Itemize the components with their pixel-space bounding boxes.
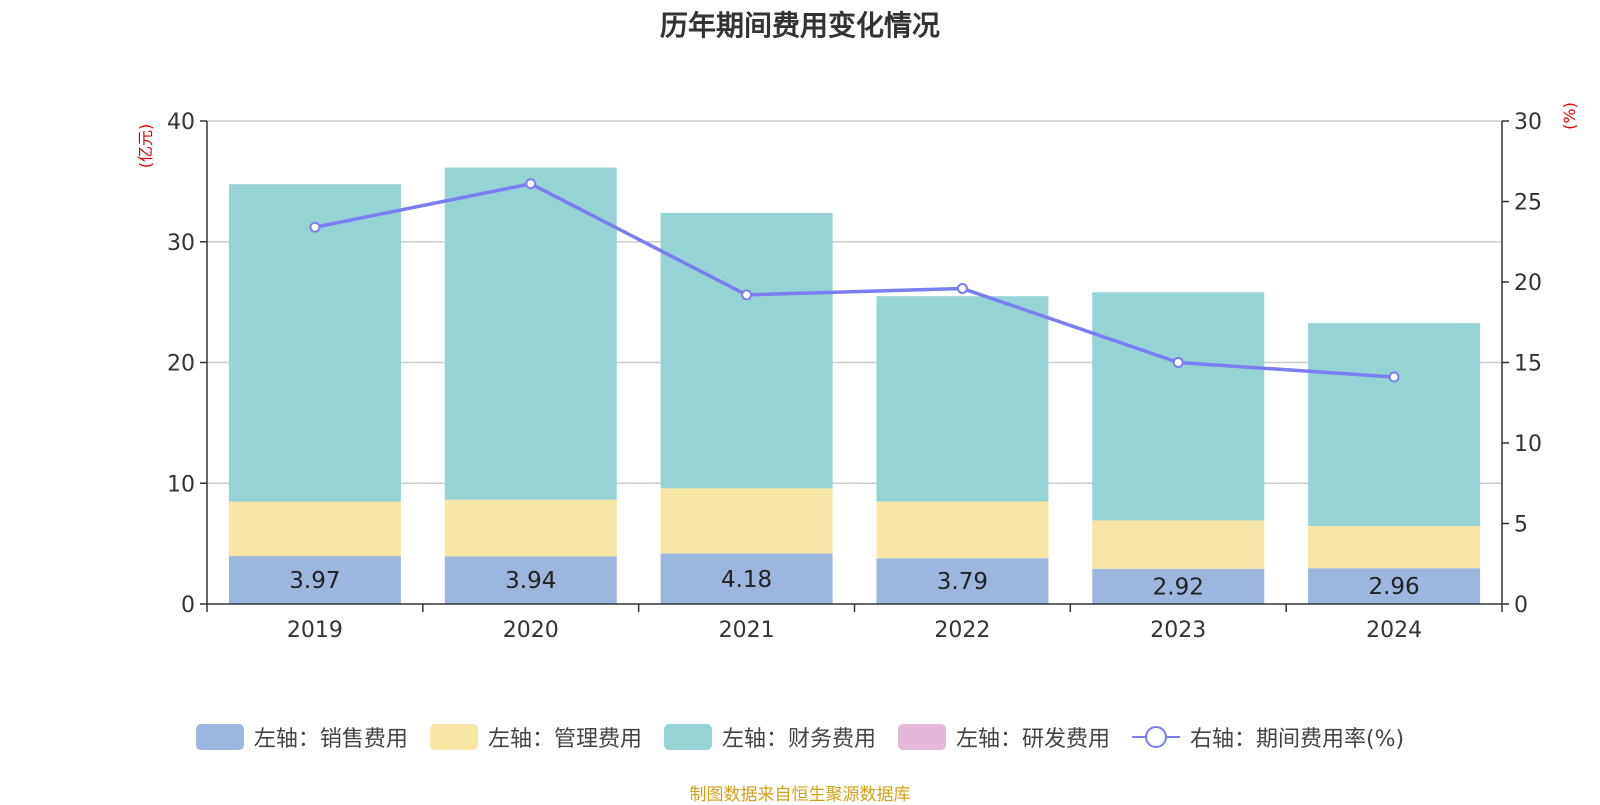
left-axis-unit: (亿元)	[136, 124, 155, 169]
legend-label: 左轴：研发费用	[955, 727, 1110, 752]
bar-label-2024: 2.96	[1368, 574, 1419, 600]
right-axis-unit: (%)	[1560, 102, 1579, 130]
bar-sales-2021	[660, 553, 833, 604]
legend-item-admin[interactable]: 左轴：管理费用	[429, 721, 642, 753]
bar-admin-2022	[876, 501, 1049, 559]
bar-admin-2021	[660, 488, 833, 554]
bar-finance-2022	[876, 296, 1049, 502]
legend-swatch-sales	[195, 724, 244, 750]
right-tick-label: 10	[1514, 432, 1542, 457]
rate-point-2021	[741, 289, 753, 301]
bar-finance-2020	[444, 167, 617, 500]
bar-admin-2020	[444, 499, 617, 557]
bar-finance-2023	[1092, 292, 1265, 521]
left-tick-label: 20	[167, 352, 195, 377]
legend-label: 左轴：管理费用	[487, 727, 642, 752]
x-tick-label-2019: 2019	[287, 618, 343, 643]
legend-label: 左轴：财务费用	[721, 727, 876, 752]
bar-finance-2024	[1308, 323, 1481, 526]
legend-label: 左轴：销售费用	[253, 727, 408, 752]
legend-label: 右轴：期间费用率(%)	[1189, 727, 1405, 752]
x-tick-label-2024: 2024	[1366, 618, 1422, 643]
bar-admin-2023	[1092, 520, 1265, 569]
right-tick-label: 5	[1514, 513, 1528, 538]
bar-sales-2024	[1308, 568, 1481, 604]
x-tick-label-2021: 2021	[719, 618, 775, 643]
bar-admin-2019	[228, 501, 401, 557]
bar-label-2019: 3.97	[289, 568, 340, 594]
bar-finance-2021	[660, 213, 833, 489]
bar-admin-2024	[1308, 525, 1481, 569]
bar-sales-2023	[1092, 568, 1265, 604]
legend-item-rd[interactable]: 左轴：研发费用	[897, 721, 1110, 753]
legend-item-sales[interactable]: 左轴：销售费用	[195, 721, 408, 753]
rate-point-2024	[1388, 371, 1400, 383]
rate-point-2023	[1172, 357, 1184, 368]
legend-swatch-rate	[1131, 724, 1180, 750]
rate-line	[314, 182, 1395, 379]
x-tick-label-2022: 2022	[934, 618, 990, 643]
legend-item-finance[interactable]: 左轴：财务费用	[663, 721, 876, 753]
bar-finance-2019	[228, 184, 401, 502]
rate-point-2019	[309, 221, 321, 233]
legend-swatch-finance	[663, 724, 712, 750]
left-tick-label: 0	[181, 593, 195, 618]
left-tick-label: 30	[167, 231, 195, 256]
chart-legend: 左轴：销售费用 左轴：管理费用 左轴：财务费用 左轴：研发费用 右轴：期间费用率(%)	[0, 720, 1600, 754]
bar-sales-2020	[444, 556, 617, 604]
right-tick-label: 30	[1514, 110, 1542, 135]
right-tick-label: 0	[1514, 593, 1528, 618]
right-tick-label: 15	[1514, 352, 1542, 377]
data-source-note: 制图数据来自恒生聚源数据库	[689, 785, 911, 805]
bar-label-2023: 2.92	[1153, 574, 1204, 600]
legend-item-rate[interactable]: 右轴：期间费用率(%)	[1131, 721, 1405, 753]
right-tick-label: 20	[1514, 271, 1542, 296]
legend-swatch-rd	[897, 724, 946, 750]
legend-swatch-admin	[429, 724, 478, 750]
x-tick-label-2020: 2020	[503, 618, 559, 643]
chart-title: 历年期间费用变化情况	[659, 9, 940, 42]
rate-point-2020	[525, 178, 537, 190]
bar-label-2021: 4.18	[721, 567, 772, 593]
rate-point-2022	[956, 282, 968, 294]
x-tick-label-2023: 2023	[1150, 618, 1206, 643]
bar-label-2022: 3.79	[937, 569, 988, 595]
right-tick-label: 25	[1514, 191, 1542, 216]
bar-sales-2019	[228, 556, 401, 604]
bar-label-2020: 3.94	[505, 568, 556, 594]
left-tick-label: 40	[167, 110, 195, 135]
bar-sales-2022	[876, 558, 1049, 604]
left-tick-label: 10	[167, 472, 195, 497]
